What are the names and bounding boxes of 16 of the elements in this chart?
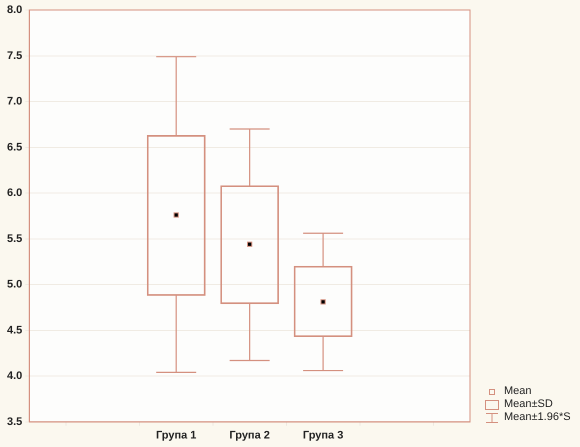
y-tick-label: 8.0: [6, 4, 22, 16]
y-tick-label: 5.5: [6, 232, 22, 245]
y-tick-label: 4.0: [6, 370, 22, 382]
x-tick-label: Група 3: [302, 429, 344, 442]
y-tick-label: 7.0: [6, 96, 22, 108]
text: Mean±SD: [504, 398, 553, 411]
y-tick-label: 3.5: [6, 416, 22, 428]
y-tick-label: 5.0: [6, 278, 22, 291]
y-tick-label: 4.5: [6, 324, 22, 336]
text: Mean: [504, 385, 532, 398]
y-tick-label: 7.5: [6, 50, 22, 62]
y-tick-label: 6.0: [6, 187, 22, 200]
y-tick-label: 6.5: [6, 141, 22, 154]
x-tick-label: Група 2: [229, 429, 270, 442]
x-tick-label: Група 1: [156, 429, 196, 442]
text: Mean±1.96*S: [504, 411, 571, 424]
